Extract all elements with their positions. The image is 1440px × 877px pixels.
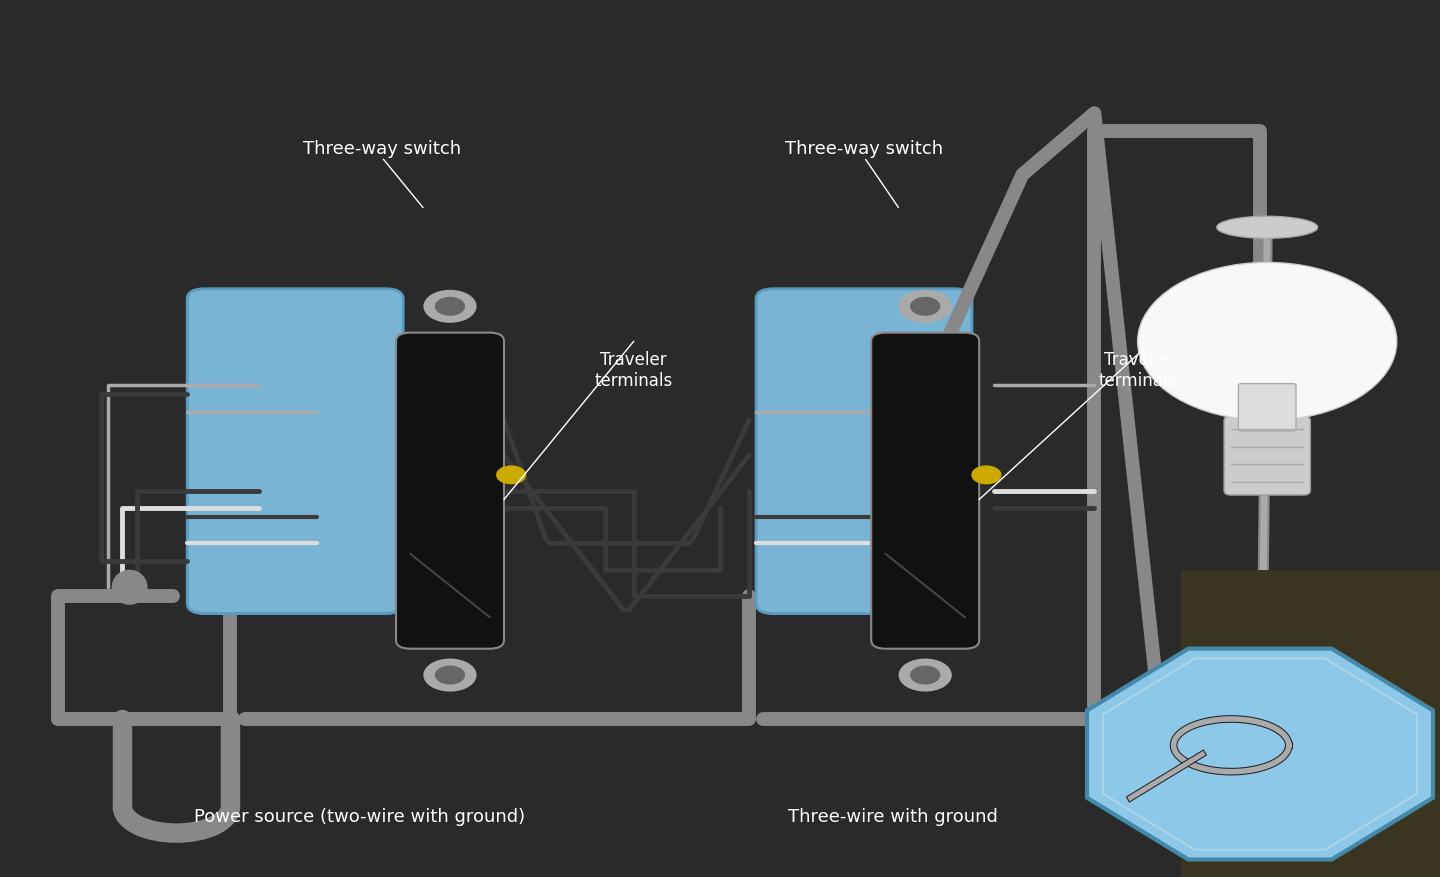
Circle shape [910, 667, 939, 684]
FancyBboxPatch shape [1238, 384, 1296, 431]
FancyBboxPatch shape [1224, 417, 1310, 496]
Circle shape [1138, 263, 1397, 421]
Polygon shape [1087, 649, 1433, 859]
FancyBboxPatch shape [187, 289, 403, 614]
Circle shape [423, 660, 477, 691]
Text: Three-way switch: Three-way switch [785, 140, 943, 158]
Polygon shape [1181, 570, 1440, 877]
Text: Traveler
terminals: Traveler terminals [595, 351, 672, 389]
Circle shape [497, 467, 526, 484]
Text: Traveler
terminals: Traveler terminals [1099, 351, 1176, 389]
Ellipse shape [1217, 217, 1318, 239]
FancyBboxPatch shape [756, 289, 972, 614]
Circle shape [899, 291, 950, 323]
Circle shape [910, 298, 939, 316]
Ellipse shape [112, 570, 148, 605]
Text: Power source (two-wire with ground): Power source (two-wire with ground) [194, 807, 526, 824]
Polygon shape [1103, 659, 1417, 850]
FancyBboxPatch shape [396, 333, 504, 649]
FancyBboxPatch shape [871, 333, 979, 649]
Circle shape [972, 467, 1001, 484]
Circle shape [899, 660, 950, 691]
Text: Three-way switch: Three-way switch [302, 140, 461, 158]
Circle shape [436, 298, 464, 316]
Circle shape [436, 667, 464, 684]
Circle shape [423, 291, 477, 323]
Text: Three-wire with ground: Three-wire with ground [788, 807, 998, 824]
